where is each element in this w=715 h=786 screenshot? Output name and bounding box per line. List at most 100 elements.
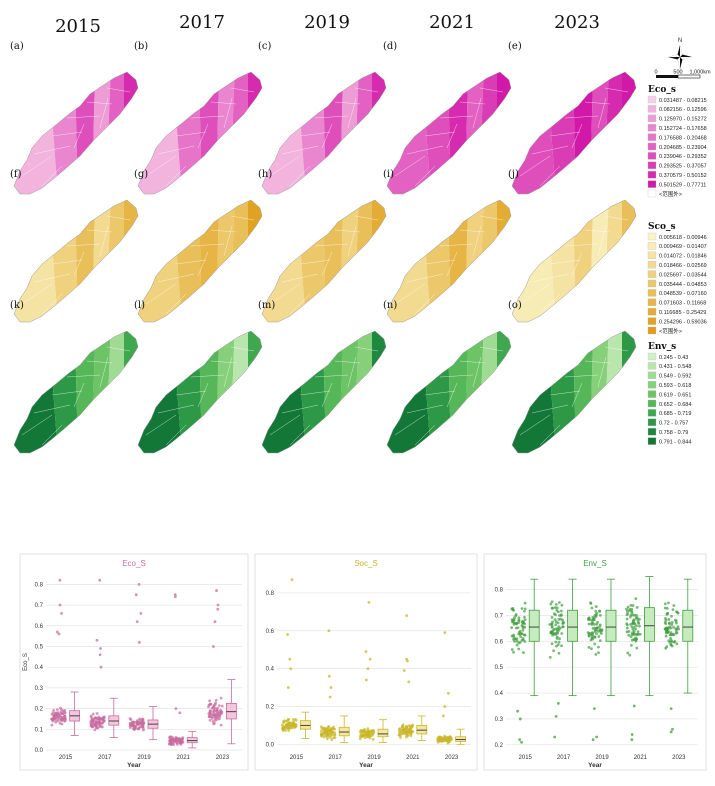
- data-point: [555, 630, 559, 633]
- outlier-point: [446, 691, 450, 695]
- legend-item: 0.652 - 0.684: [659, 402, 691, 408]
- data-point: [626, 609, 629, 613]
- data-point: [90, 715, 93, 719]
- data-point: [220, 710, 223, 714]
- data-point: [559, 614, 563, 618]
- map-region: [622, 331, 636, 453]
- legend-item: 0.082156 - 0.12596: [659, 107, 707, 113]
- data-point: [598, 613, 602, 617]
- data-point: [517, 616, 521, 620]
- data-point: [53, 715, 56, 719]
- compass-rose-icon: [668, 45, 692, 69]
- data-point: [595, 632, 598, 636]
- data-point: [358, 735, 362, 738]
- x-tick-label: 2017: [98, 755, 112, 761]
- panel-label: (d): [383, 41, 397, 52]
- data-point: [635, 638, 638, 641]
- outlier-point: [60, 611, 63, 615]
- legend-item: 0.176588 - 0.20468: [659, 135, 707, 141]
- data-point: [589, 638, 593, 642]
- data-point: [672, 604, 676, 607]
- box: [225, 703, 237, 720]
- outlier-point: [671, 727, 674, 731]
- outlier-point: [58, 578, 62, 582]
- data-point: [102, 719, 106, 723]
- data-point: [101, 725, 104, 729]
- map-region: [447, 200, 469, 322]
- outlier-point: [134, 593, 138, 597]
- data-point: [101, 721, 104, 725]
- data-point: [627, 633, 631, 637]
- outlier-point: [137, 640, 141, 644]
- outlier-point: [98, 653, 102, 657]
- panel-label: (m): [258, 300, 275, 311]
- data-point: [521, 628, 525, 632]
- outlier-point: [327, 629, 331, 633]
- data-point: [631, 619, 635, 622]
- data-point: [210, 712, 214, 716]
- scale-tick: 500: [673, 70, 682, 76]
- legend-title: Env_s: [648, 342, 676, 352]
- outlier-point: [213, 620, 217, 624]
- data-point: [281, 729, 285, 732]
- data-point: [635, 605, 639, 609]
- data-point: [136, 727, 140, 731]
- data-point: [168, 740, 172, 744]
- map-region: [198, 331, 220, 453]
- outlier-point: [215, 589, 218, 592]
- data-point: [212, 709, 216, 713]
- data-point: [333, 733, 336, 737]
- map-outline: [137, 199, 263, 323]
- outlier-point: [553, 735, 557, 739]
- data-point: [557, 601, 561, 604]
- x-tick-label: 2023: [445, 755, 459, 761]
- data-point: [629, 615, 632, 619]
- legend-swatch: [647, 171, 657, 179]
- data-point: [91, 712, 95, 716]
- legend-swatch: [647, 381, 657, 389]
- data-point: [522, 651, 525, 655]
- outlier-point: [174, 707, 178, 710]
- data-point: [408, 729, 411, 733]
- data-point: [630, 625, 634, 629]
- outlier-point: [139, 611, 143, 615]
- data-point: [632, 625, 636, 629]
- data-point: [523, 640, 527, 643]
- data-point: [319, 725, 323, 729]
- data-point: [319, 729, 323, 733]
- legend-swatch: [647, 105, 657, 113]
- legend-item: 0.009469 - 0.01407: [659, 244, 707, 250]
- data-point: [133, 727, 137, 731]
- legend-swatch: [647, 114, 657, 122]
- legend-swatch: [647, 279, 657, 288]
- legend-item: 0.152724 - 0.17658: [659, 126, 707, 132]
- box: [682, 609, 694, 642]
- map-region: [497, 331, 511, 453]
- x-tick-label: 2023: [216, 755, 230, 761]
- data-point: [216, 706, 219, 710]
- data-point: [669, 633, 673, 637]
- outlier-point: [630, 733, 634, 736]
- map-panel: (e): [508, 41, 637, 195]
- data-point: [93, 728, 97, 732]
- data-point: [552, 628, 556, 631]
- data-point: [671, 608, 675, 612]
- x-axis-label: Year: [127, 762, 141, 769]
- map-region: [74, 72, 96, 194]
- data-point: [625, 607, 628, 611]
- data-point: [90, 723, 94, 727]
- map-outline: [261, 199, 387, 323]
- data-point: [282, 720, 285, 723]
- data-point: [519, 635, 523, 638]
- outlier-point: [364, 650, 368, 653]
- box: [338, 726, 350, 737]
- data-point: [515, 622, 519, 625]
- outlier-point: [592, 707, 596, 710]
- outlier-point: [173, 593, 177, 597]
- data-point: [631, 604, 635, 607]
- map-outline: [261, 71, 387, 195]
- data-point: [670, 621, 674, 624]
- legend-item: 0.025697 - 0.03544: [659, 272, 707, 278]
- data-point: [514, 614, 518, 618]
- data-point: [632, 621, 636, 625]
